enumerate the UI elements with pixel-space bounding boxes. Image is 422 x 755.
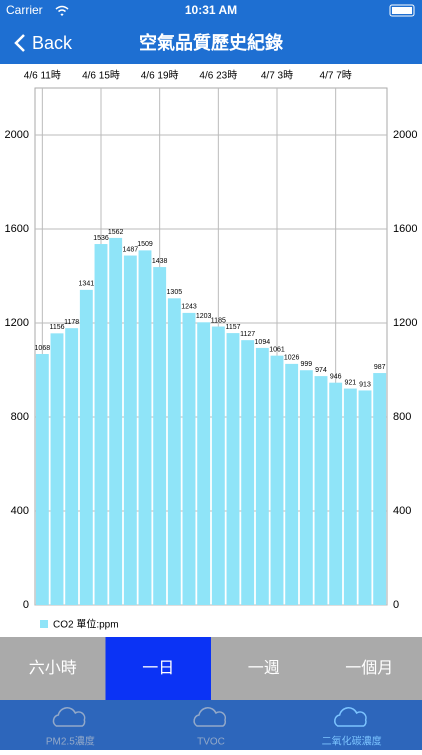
clock: 10:31 AM: [185, 3, 237, 17]
bar: [226, 333, 240, 605]
bar: [270, 355, 284, 605]
y2-tick-label: 1200: [393, 317, 417, 329]
bar: [343, 388, 357, 605]
y-tick-label: 1200: [5, 317, 29, 329]
segment-selected-bg: [105, 637, 211, 700]
x-tick-label: 4/6 23時: [199, 70, 237, 82]
segment-button[interactable]: 一日: [142, 660, 174, 677]
battery: [389, 4, 415, 17]
x-tick-label: 4/6 11時: [24, 70, 61, 82]
tab-icon[interactable]: [52, 707, 86, 727]
tab-label[interactable]: 二氧化碳濃度: [322, 735, 382, 748]
bar: [167, 298, 181, 605]
bar: [197, 322, 211, 605]
carrier: Carrier: [6, 3, 43, 17]
value-label: 1509: [137, 241, 153, 248]
legend-label: CO2 單位:ppm: [53, 618, 119, 631]
value-label: 1536: [93, 235, 109, 242]
value-label: 913: [359, 381, 371, 388]
bar: [138, 250, 152, 605]
value-label: 1094: [255, 339, 271, 346]
y-tick-label: 800: [11, 411, 29, 423]
segment-button[interactable]: 一週: [248, 659, 280, 677]
y2-tick-label: 400: [393, 505, 411, 517]
y2-tick-label: 800: [393, 411, 411, 423]
value-label: 1243: [181, 304, 197, 311]
value-label: 921: [344, 379, 356, 386]
bar: [65, 328, 79, 605]
y-tick-label: 2000: [5, 129, 29, 141]
value-label: 1178: [64, 319, 79, 326]
value-label: 1203: [196, 313, 212, 320]
nav-title: 空氣品質歷史紀錄: [139, 32, 283, 53]
y2-tick-label: 0: [393, 599, 399, 611]
tab-icon[interactable]: [193, 707, 227, 727]
bar: [94, 244, 108, 606]
y-tick-label: 1600: [5, 223, 29, 235]
bar: [123, 255, 137, 605]
battery-level: [392, 7, 412, 14]
tab-label[interactable]: PM2.5濃度: [46, 735, 95, 748]
bar: [299, 370, 313, 605]
value-label: 1341: [79, 281, 95, 288]
y-tick-label: 0: [23, 599, 29, 611]
value-label: 1068: [35, 345, 51, 352]
bar: [109, 237, 123, 605]
bar: [314, 376, 328, 605]
back-arrow[interactable]: [14, 34, 25, 52]
bar: [79, 289, 93, 605]
value-label: 1185: [211, 317, 226, 324]
value-label: 1156: [49, 324, 64, 331]
wifi-icon: [55, 5, 69, 17]
x-tick-label: 4/6 19時: [141, 70, 179, 82]
value-label: 1487: [123, 246, 139, 253]
y2-tick-label: 2000: [393, 129, 417, 141]
value-label: 946: [330, 374, 342, 381]
y2-tick-label: 1600: [393, 223, 417, 235]
x-tick-label: 4/7 3時: [261, 70, 293, 82]
bar: [285, 363, 299, 605]
bar: [329, 382, 343, 605]
x-tick-label: 4/7 7時: [320, 70, 352, 82]
value-label: 1562: [108, 229, 124, 236]
bar: [241, 340, 255, 605]
value-label: 999: [300, 361, 312, 368]
bar: [373, 373, 387, 605]
x-tick-label: 4/6 15時: [82, 70, 120, 82]
value-label: 987: [374, 364, 386, 371]
bar: [35, 354, 49, 605]
legend-swatch: [40, 620, 48, 628]
back-button[interactable]: Back: [32, 33, 73, 53]
value-label: 1438: [152, 258, 168, 265]
value-label: 1061: [269, 347, 285, 354]
bar: [358, 390, 372, 605]
bar: [182, 312, 196, 605]
bar: [211, 326, 225, 605]
value-label: 1127: [240, 331, 255, 338]
bar: [50, 333, 64, 605]
bar: [255, 347, 269, 605]
value-label: 1026: [284, 355, 300, 362]
tab-icon[interactable]: [334, 707, 367, 727]
y-tick-label: 400: [11, 505, 29, 517]
tab-label[interactable]: TVOC: [197, 737, 225, 748]
bar: [153, 267, 167, 605]
value-label: 974: [315, 367, 327, 374]
segment-button[interactable]: 六小時: [29, 659, 77, 677]
header-bg: [0, 0, 422, 64]
segment-button[interactable]: 一個月: [345, 659, 393, 677]
value-label: 1305: [167, 289, 183, 296]
value-label: 1157: [225, 324, 240, 331]
